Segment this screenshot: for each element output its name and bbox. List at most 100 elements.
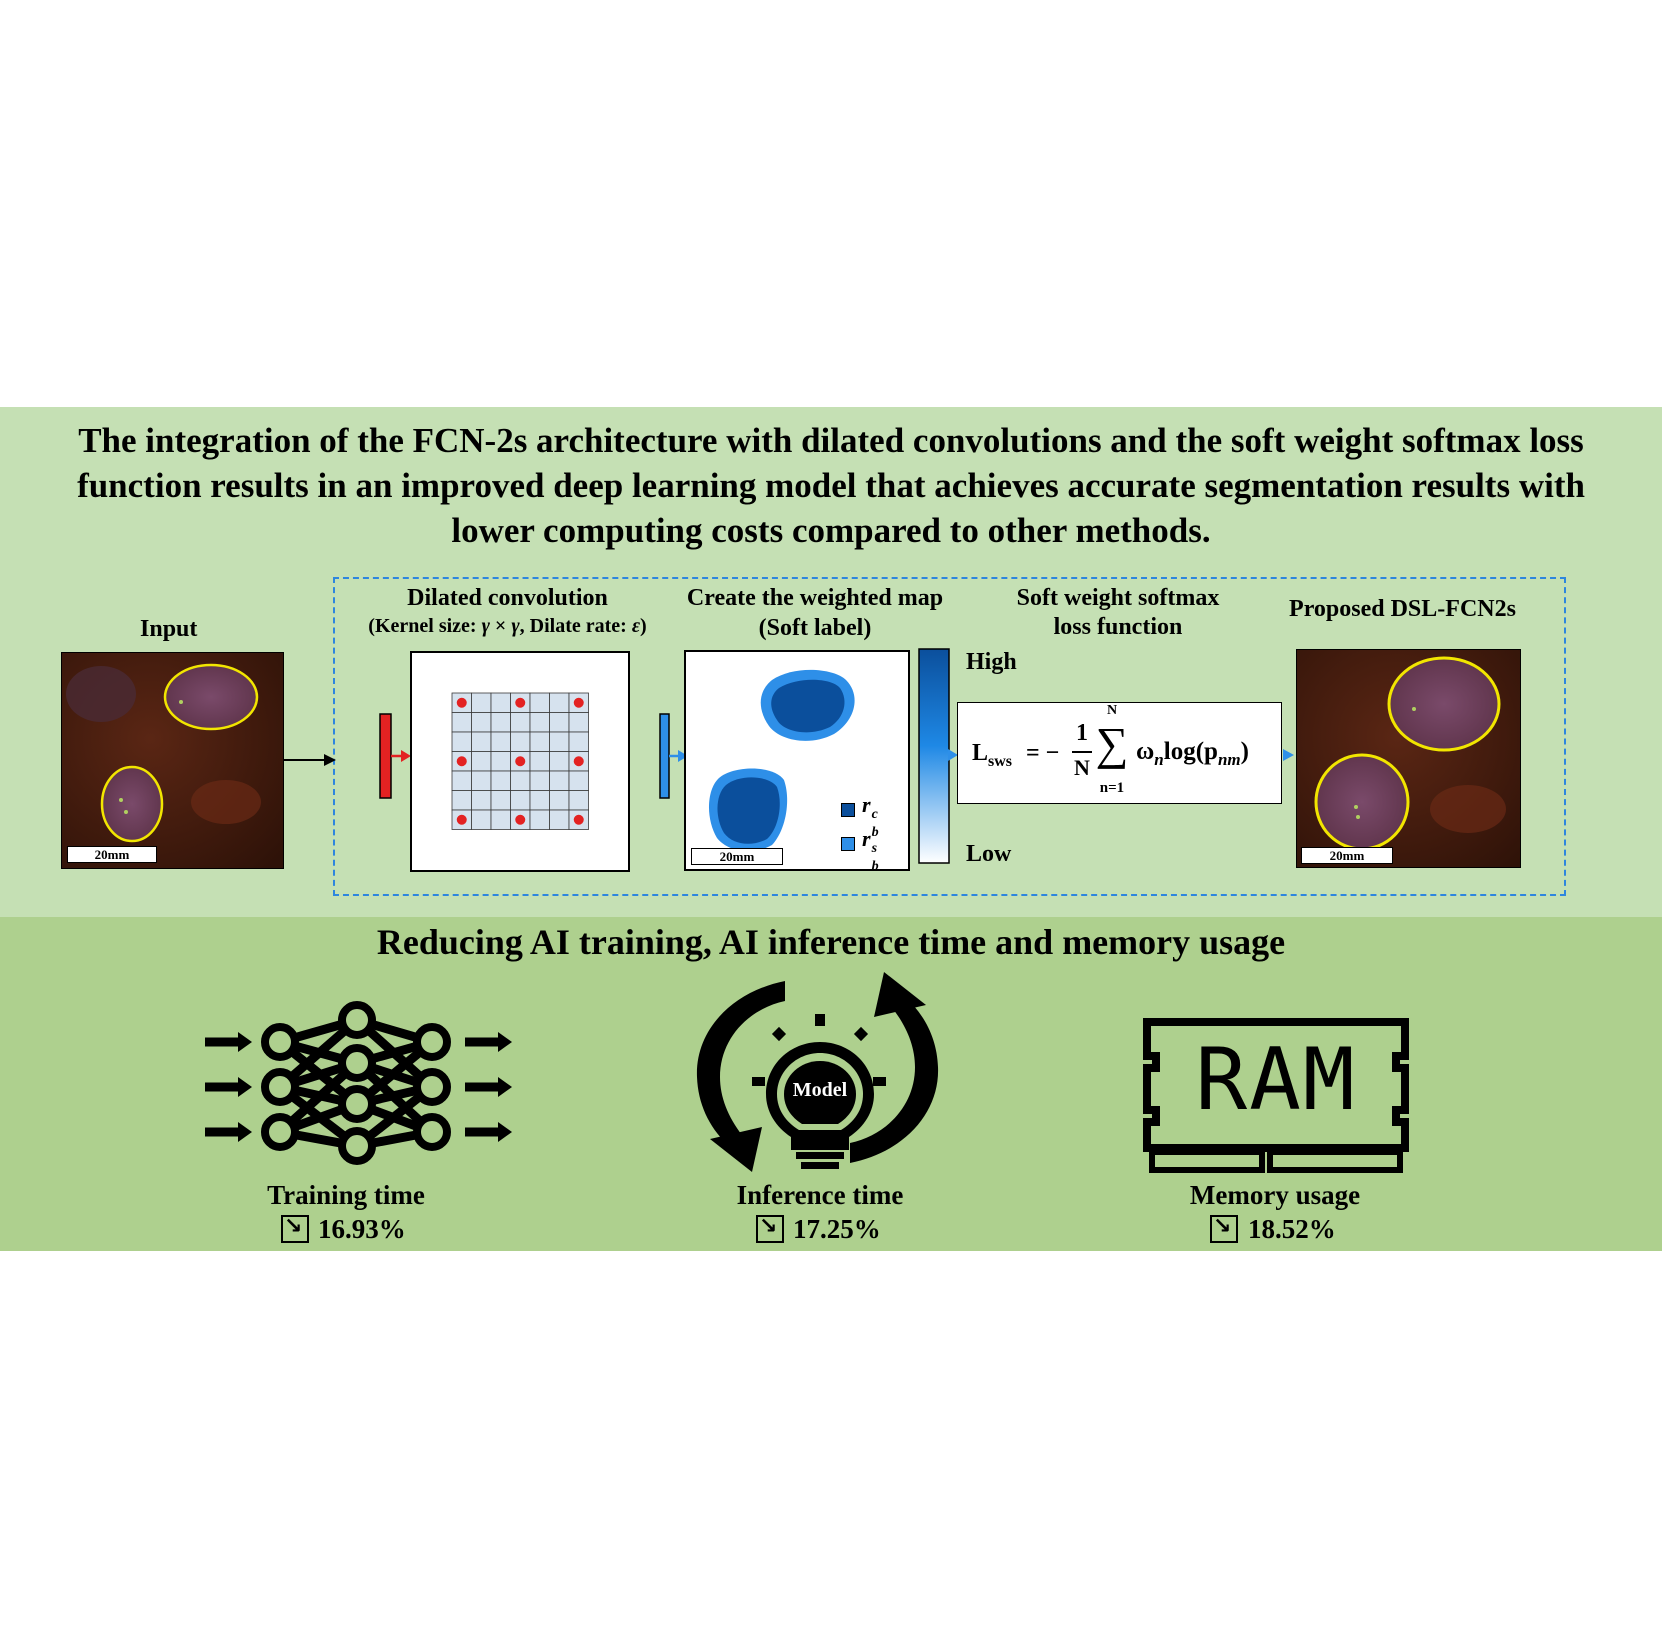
trend-down-icon: ↘ (1210, 1215, 1238, 1243)
kernel-cell (451, 712, 472, 733)
kernel-cell (471, 790, 492, 811)
kernel-cell (471, 692, 492, 713)
kernel-cell (471, 731, 492, 752)
kernel-cell (510, 731, 531, 752)
kernel-cell (568, 790, 589, 811)
weighted-title: Create the weighted map (686, 585, 944, 611)
dilated-subtitle: (Kernel size: γ × γ, Dilate rate: ε) (368, 615, 647, 637)
kernel-cell (471, 712, 492, 733)
kernel-sample-point (573, 814, 584, 825)
kernel-sample-point (456, 814, 467, 825)
memory-usage-label: Memory usage (1189, 1180, 1361, 1210)
kernel-cell (490, 770, 511, 791)
kernel-cell (549, 731, 570, 752)
loss-title-2: loss function (1053, 614, 1183, 640)
feature-map-input (379, 713, 411, 799)
kernel-cell (490, 790, 511, 811)
kernel-sample-point (573, 697, 584, 708)
kernel-cell (510, 770, 531, 791)
training-time-label: Training time (267, 1180, 425, 1210)
bottom-title: Reducing AI training, AI inference time … (376, 922, 1286, 962)
ram-label: RAM (1195, 1030, 1357, 1130)
kernel-cell (568, 712, 589, 733)
kernel-cell (529, 809, 550, 830)
trend-down-icon: ↘ (281, 1215, 309, 1243)
formula-frac-den: N (1074, 755, 1090, 780)
ram-icon (1143, 1018, 1409, 1173)
scale-bar: 20mm (1301, 847, 1393, 864)
colorbar-low-label: Low (966, 841, 1012, 867)
kernel-cell (510, 790, 531, 811)
formula-sum-top: N (1106, 703, 1118, 718)
formula-frac-line (1072, 751, 1092, 753)
kernel-cell (471, 809, 492, 830)
kernel-cell (490, 692, 511, 713)
kernel-cell (549, 809, 570, 830)
scale-bar: 20mm (691, 848, 783, 865)
kernel-cell (451, 790, 472, 811)
inference-time-value: 17.25% (793, 1214, 881, 1244)
kernel-cell (451, 731, 472, 752)
lightbulb-cycle-icon (696, 972, 939, 1172)
kernel-sample-point (515, 814, 526, 825)
input-image (61, 652, 284, 869)
feature-map-weighted (659, 713, 688, 799)
kernel-cell (549, 712, 570, 733)
formula-lhs: Lsws (972, 740, 1013, 770)
kernel-sample-point (456, 756, 467, 767)
soft-label-map (684, 650, 910, 871)
kernel-cell (529, 692, 550, 713)
output-label: Proposed DSL-FCN2s (1289, 596, 1516, 622)
trend-down-icon: ↘ (756, 1215, 784, 1243)
arrow-right-icon (1283, 749, 1294, 761)
headline: The integration of the FCN-2s architectu… (0, 418, 1662, 553)
kernel-cell (490, 712, 511, 733)
model-label: Model (792, 1079, 848, 1101)
colorbar-high-label: High (966, 649, 1017, 675)
kernel-sample-point (573, 756, 584, 767)
training-time-value: 16.93% (318, 1214, 406, 1244)
kernel-cell (529, 731, 550, 752)
loss-title-1: Soft weight softmax (1016, 585, 1220, 611)
weight-colorbar (918, 648, 950, 864)
kernel-sample-point (456, 697, 467, 708)
kernel-cell (471, 770, 492, 791)
kernel-cell (490, 731, 511, 752)
dilated-title: Dilated convolution (407, 585, 608, 611)
formula-frac-num: 1 (1076, 720, 1088, 746)
kernel-cell (510, 712, 531, 733)
kernel-cell (549, 751, 570, 772)
formula-body: ωnlog(pnm) (1136, 738, 1249, 769)
formula-sum-bottom: n=1 (1099, 780, 1125, 796)
legend-soft-swatch (841, 837, 855, 851)
arrow-right-icon (284, 754, 336, 766)
kernel-sample-point (515, 697, 526, 708)
kernel-cell (490, 809, 511, 830)
kernel-cell (490, 751, 511, 772)
kernel-cell (549, 692, 570, 713)
memory-usage-value: 18.52% (1248, 1214, 1336, 1244)
scale-bar: 20mm (67, 846, 157, 863)
arrow-right-icon (948, 749, 958, 761)
headline-line-3: lower computing costs compared to other … (451, 511, 1211, 550)
neural-network-icon (205, 1001, 512, 1165)
dilated-kernel-diagram (410, 651, 630, 872)
kernel-cell (568, 770, 589, 791)
kernel-cell (451, 770, 472, 791)
proposed-method-frame (333, 577, 1566, 896)
headline-line-1: The integration of the FCN-2s architectu… (78, 421, 1584, 460)
kernel-cell (529, 770, 550, 791)
loss-formula: Lsws = − 1 N N ∑ n=1 ωnlog(pnm) (957, 702, 1282, 804)
input-label: Input (140, 616, 198, 642)
inference-time-label: Inference time (736, 1180, 904, 1210)
kernel-cell (471, 751, 492, 772)
weighted-subtitle: (Soft label) (758, 615, 872, 641)
output-image (1296, 649, 1521, 868)
formula-sum: ∑ (1095, 718, 1129, 769)
kernel-cell (529, 751, 550, 772)
kernel-cell (529, 790, 550, 811)
legend-core-swatch (841, 803, 855, 817)
kernel-cell (529, 712, 550, 733)
